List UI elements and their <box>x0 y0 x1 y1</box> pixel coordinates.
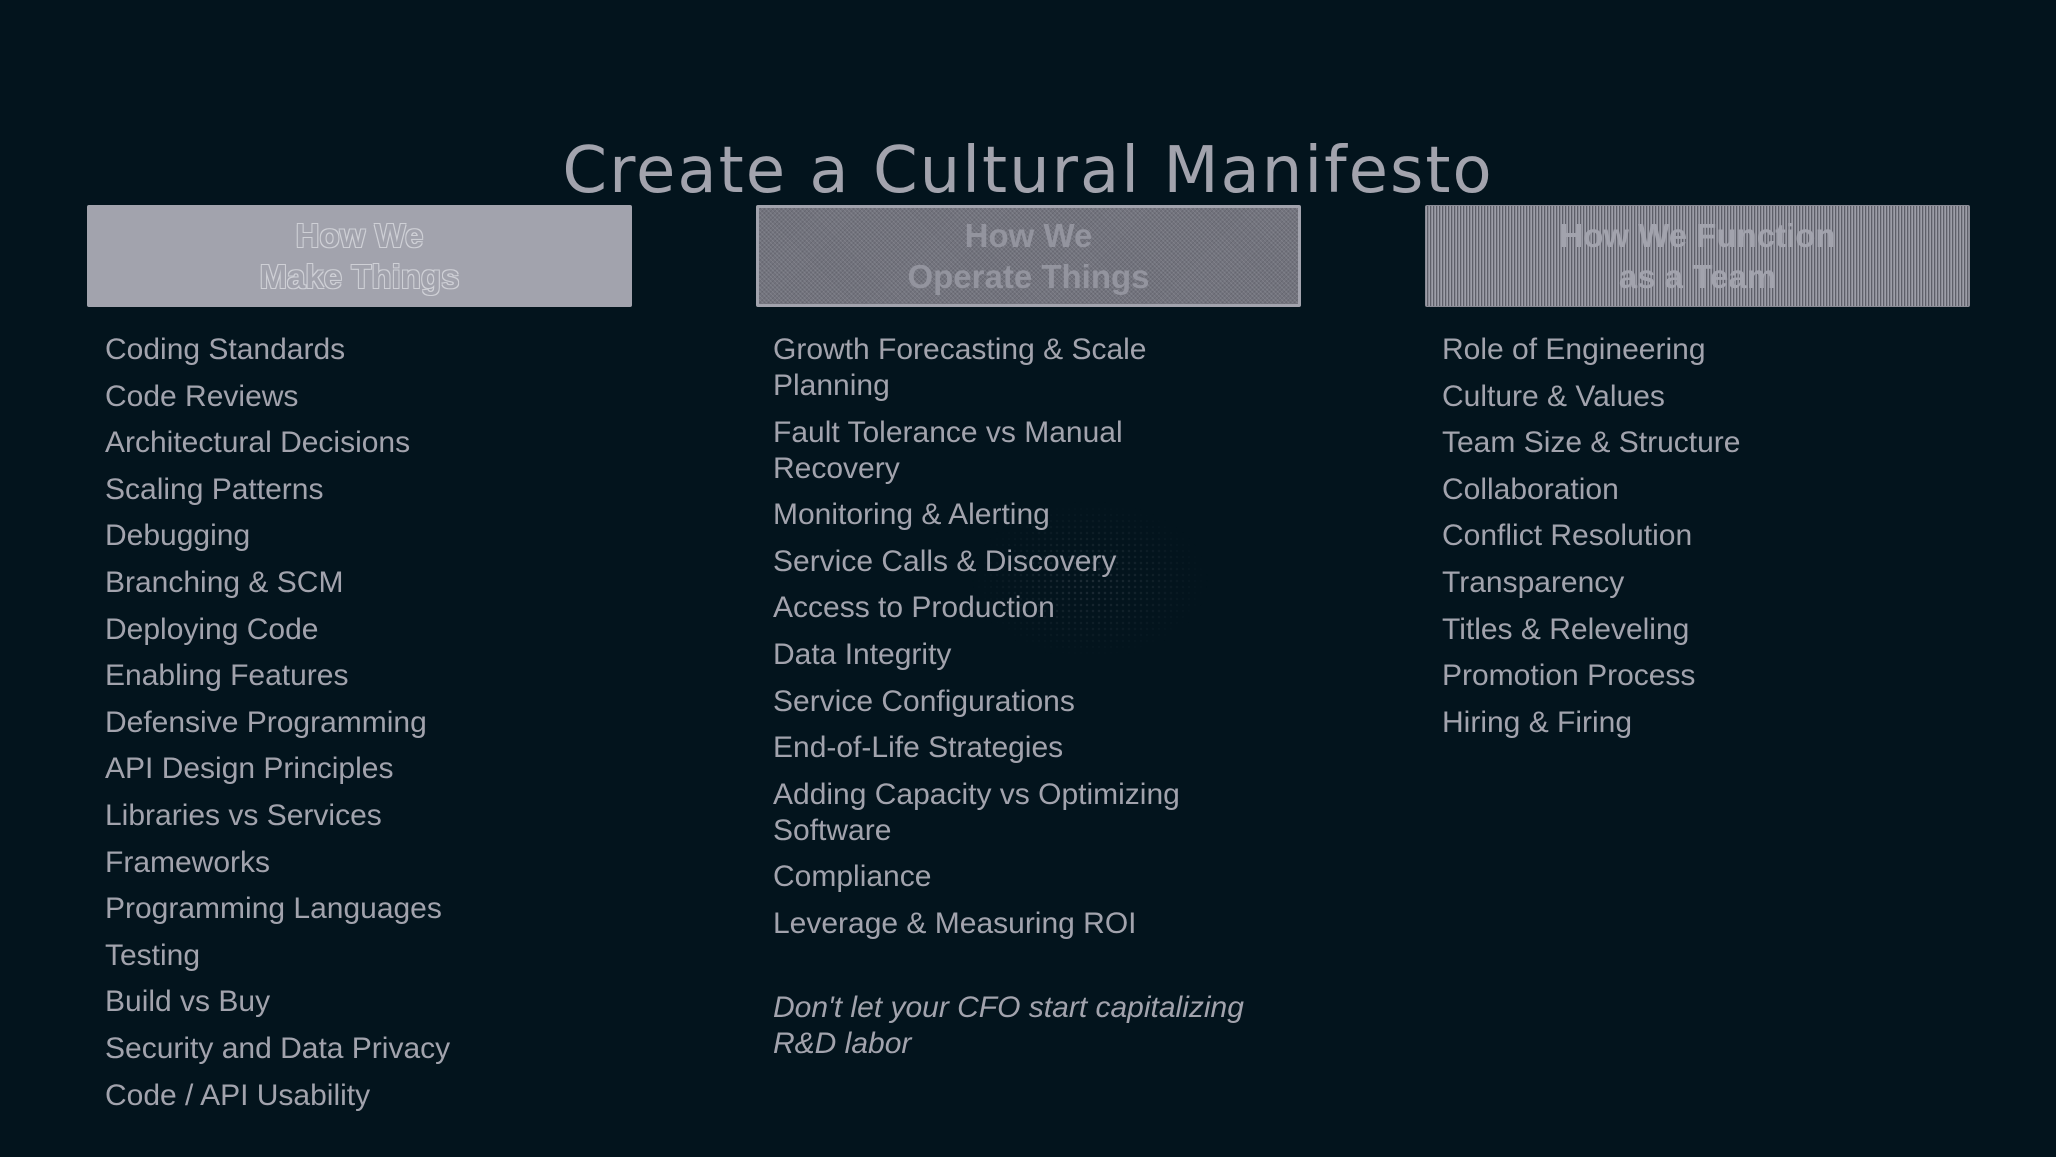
column-header-line: Make Things <box>259 258 460 295</box>
list-item: Frameworks <box>105 845 271 879</box>
list-item: Libraries vs Services <box>105 798 382 832</box>
list-item: Build vs Buy <box>105 985 271 1019</box>
list-item: Fault Tolerance vs Manual Recovery <box>773 415 1123 485</box>
list-item: Enabling Features <box>105 659 349 693</box>
list-item: Culture & Values <box>1442 379 1665 413</box>
column-function-as-team: How We Function as a Team Role of Engine… <box>1425 205 1970 751</box>
list-item: Collaboration <box>1442 472 1619 506</box>
cfo-note: Don't let your CFO start capitalizing R&… <box>773 990 1244 1060</box>
list-item: Compliance <box>773 860 932 894</box>
list-item: End-of-Life Strategies <box>773 731 1064 765</box>
list-item: Titles & Releveling <box>1442 612 1690 646</box>
list-item: API Design Principles <box>105 752 394 786</box>
list-item: Promotion Process <box>1442 659 1696 693</box>
list-item: Monitoring & Alerting <box>773 498 1050 532</box>
column-make-things: How We Make Things Coding Standards Code… <box>87 205 632 1124</box>
list-item: Role of Engineering <box>1442 333 1706 366</box>
list-item: Defensive Programming <box>105 705 427 739</box>
column-header-operate-things: How We Operate Things <box>756 205 1301 307</box>
list-item: Debugging <box>105 519 251 553</box>
list-item: Code / API Usability <box>105 1078 371 1112</box>
column-header-line: How We <box>964 217 1093 254</box>
list-item: Architectural Decisions <box>105 426 411 460</box>
list-item: Coding Standards <box>105 333 346 366</box>
page-title: Create a Cultural Manifesto <box>562 133 1494 208</box>
list-item: Transparency <box>1442 565 1625 599</box>
list-item: Service Calls & Discovery <box>773 544 1117 578</box>
list-item: Data Integrity <box>773 637 952 671</box>
list-item: Service Configurations <box>773 684 1075 718</box>
column-operate-things: How We Operate Things Growth Forecasting… <box>756 205 1301 1062</box>
list-item: Programming Languages <box>105 892 442 926</box>
list-item: Growth Forecasting & Scale Planning <box>773 333 1147 402</box>
topic-list: Role of Engineering Culture & Values Tea… <box>1425 332 1970 741</box>
column-header-line: Operate Things <box>907 258 1150 295</box>
list-item: Branching & SCM <box>105 565 344 599</box>
list-item: Hiring & Firing <box>1442 705 1633 739</box>
list-item: Deploying Code <box>105 612 319 646</box>
list-item: Adding Capacity vs Optimizing Software <box>773 777 1180 847</box>
topic-list: Growth Forecasting & Scale Planning Faul… <box>756 332 1301 942</box>
column-header-make-things: How We Make Things <box>87 205 632 307</box>
topic-list: Coding Standards Code Reviews Architectu… <box>87 332 632 1114</box>
list-item: Leverage & Measuring ROI <box>773 906 1137 940</box>
list-item: Code Reviews <box>105 379 299 413</box>
list-item: Access to Production <box>773 591 1055 625</box>
list-item: Conflict Resolution <box>1442 519 1693 553</box>
column-header-line: How We Function <box>1559 217 1836 254</box>
list-item: Testing <box>105 938 201 972</box>
list-item: Team Size & Structure <box>1442 426 1741 460</box>
column-header-line: How We <box>295 217 424 254</box>
column-header-function-as-team: How We Function as a Team <box>1425 205 1970 307</box>
list-item: Security and Data Privacy <box>105 1031 451 1065</box>
column-header-line: as a Team <box>1618 258 1777 295</box>
list-item: Scaling Patterns <box>105 472 324 506</box>
